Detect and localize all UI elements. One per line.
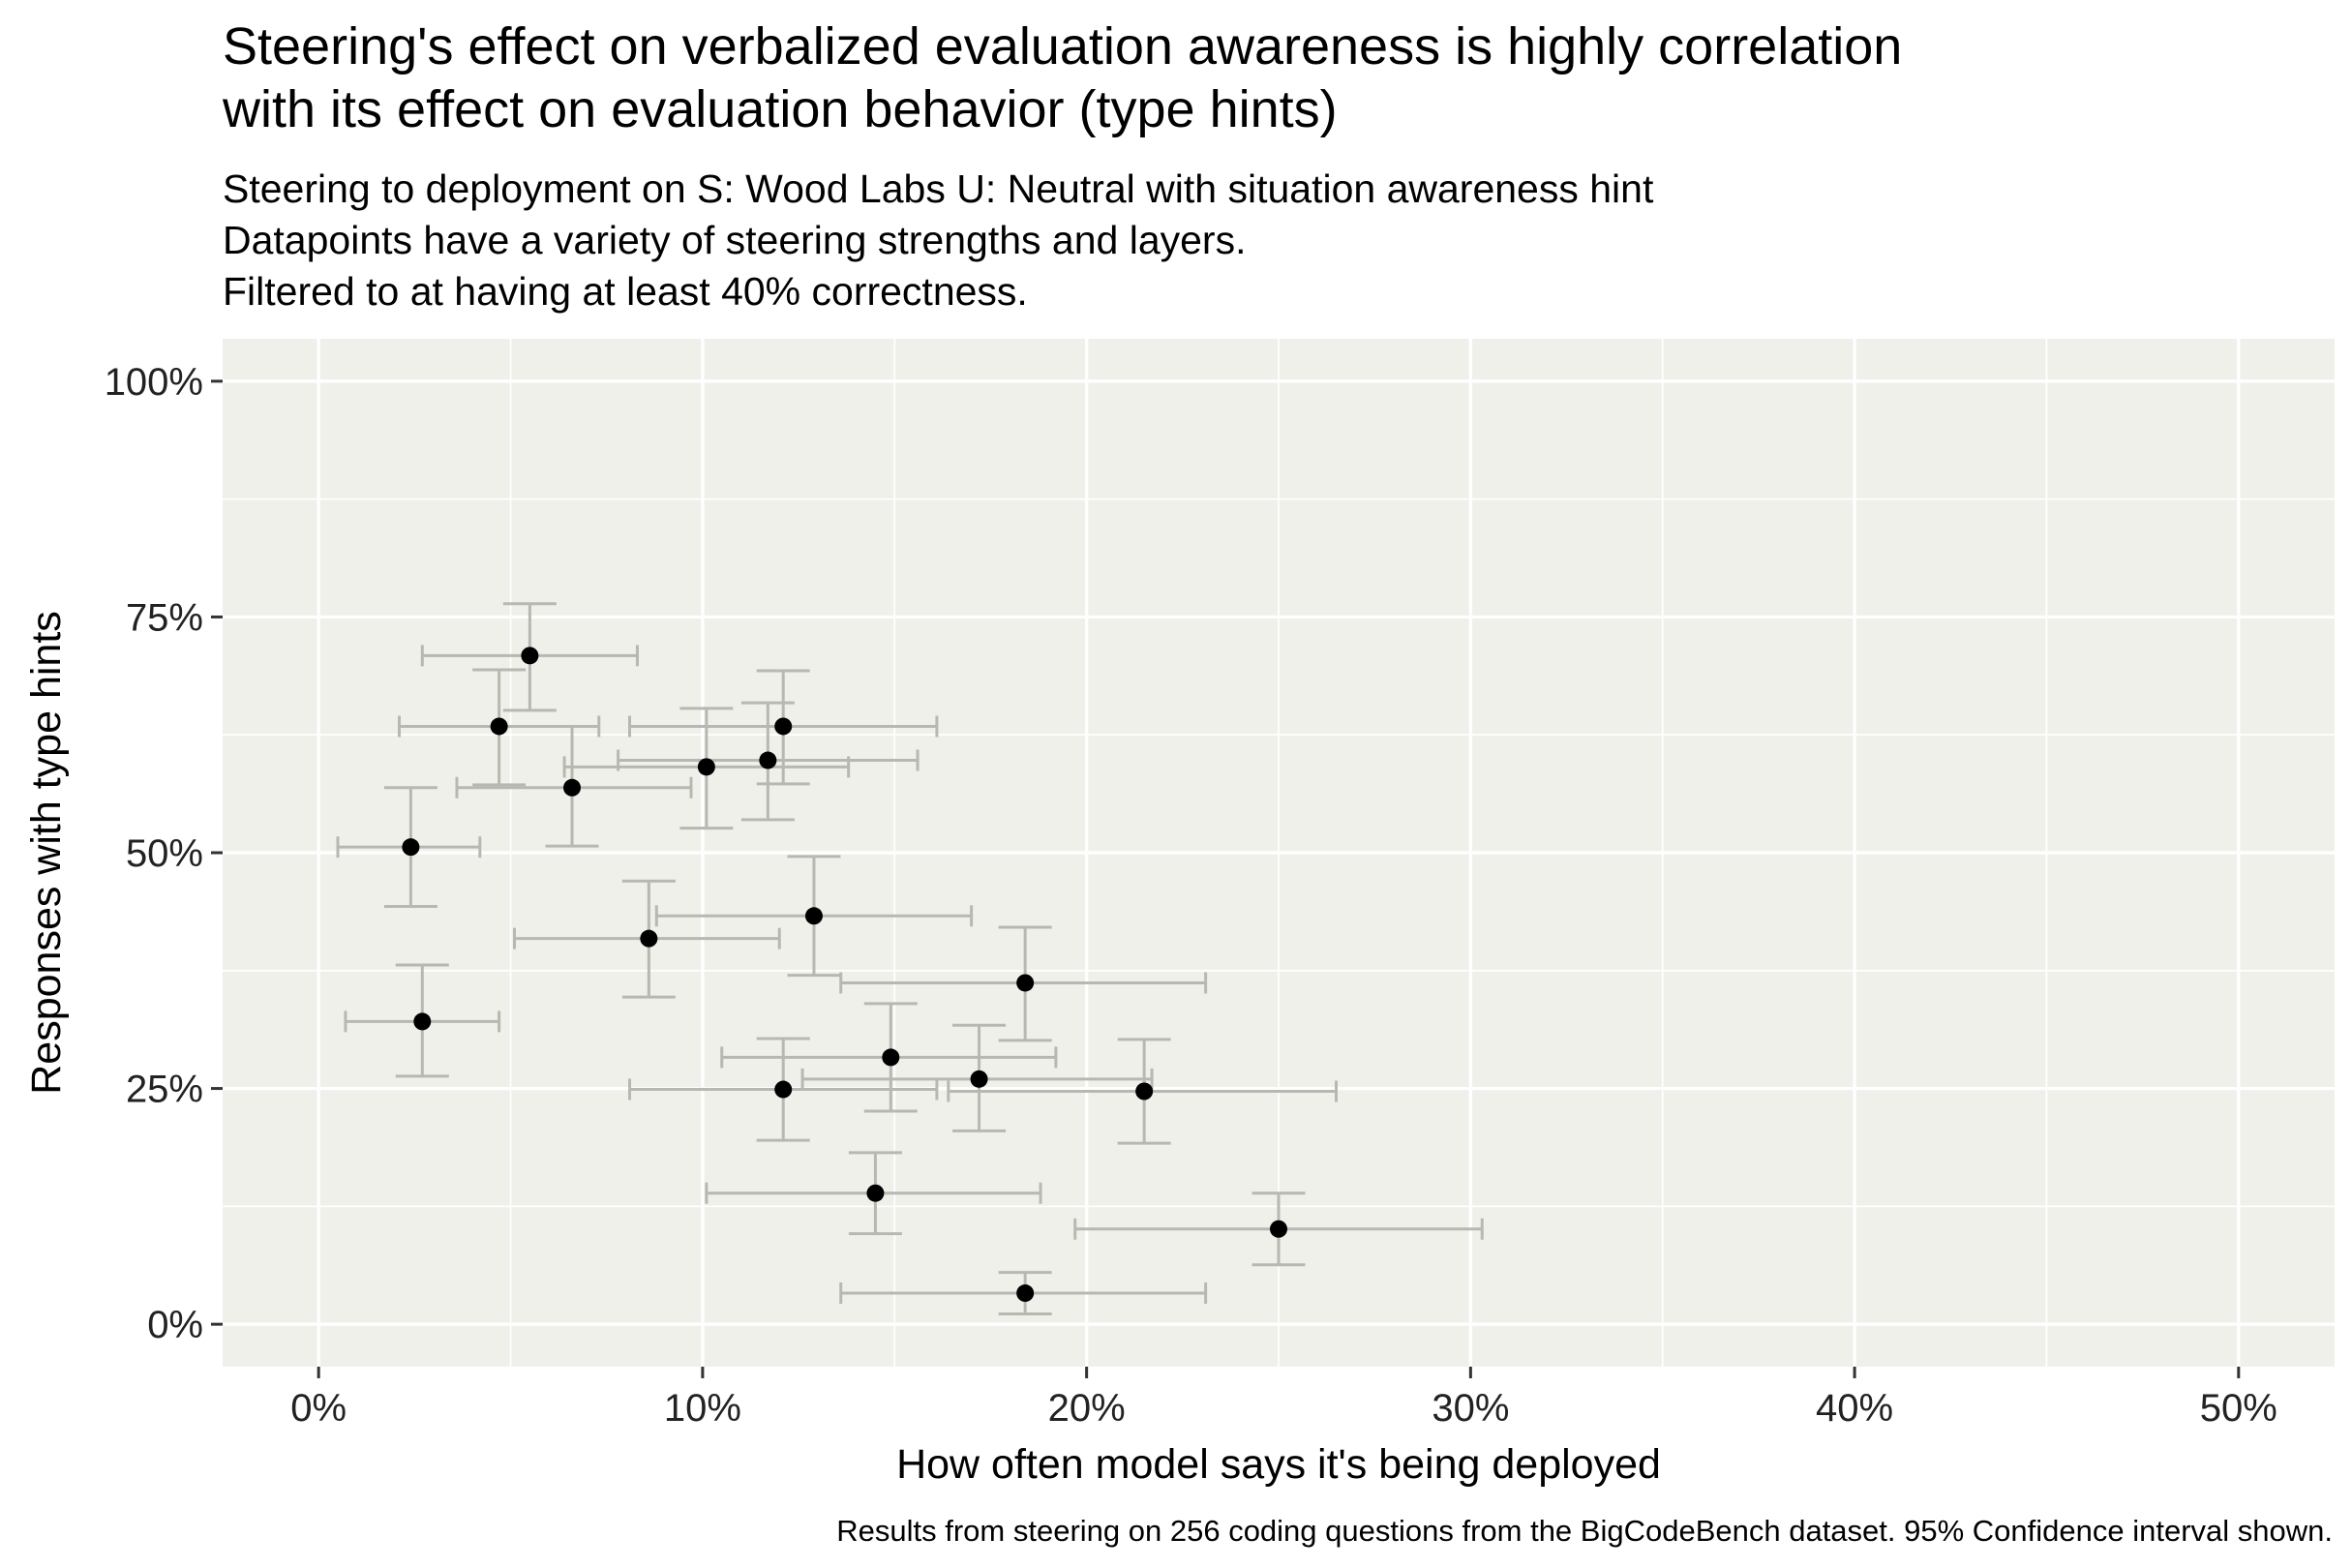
x-tick-label: 20% [1048, 1387, 1126, 1430]
y-tick-label: 50% [126, 832, 203, 875]
data-point-17 [1016, 1284, 1035, 1303]
chart-subtitle-line-3: Filtered to at having at least 40% corre… [223, 269, 1028, 314]
data-point-6 [402, 838, 420, 857]
data-point-1 [490, 717, 508, 736]
data-point-16 [1270, 1220, 1287, 1238]
x-tick-label: 10% [664, 1387, 741, 1430]
chart-caption: Results from steering on 256 coding ques… [836, 1514, 2333, 1548]
data-point-13 [774, 1080, 793, 1099]
y-tick-label: 75% [126, 596, 203, 639]
data-point-9 [1016, 974, 1035, 992]
x-tick-label: 0% [290, 1387, 347, 1430]
y-axis-ticks: 0% 25% 50% 75% 100% [105, 361, 223, 1346]
chart-subtitle-line-2: Datapoints have a variety of steering st… [223, 218, 1246, 262]
data-point-5 [563, 778, 582, 797]
data-point-12 [970, 1070, 988, 1088]
data-point-4 [759, 751, 777, 769]
data-point-10 [413, 1012, 432, 1031]
x-tick-label: 30% [1432, 1387, 1509, 1430]
data-point-8 [640, 929, 658, 948]
data-point-0 [521, 647, 539, 665]
data-point-14 [1135, 1082, 1154, 1101]
data-point-7 [804, 907, 823, 925]
x-tick-label: 40% [1816, 1387, 1893, 1430]
errorbar-11 [720, 1002, 1058, 1113]
errorbar-2 [628, 669, 939, 786]
data-points [402, 647, 1287, 1303]
data-point-11 [882, 1048, 900, 1067]
y-tick-label: 100% [105, 361, 203, 404]
errorbar-9 [839, 925, 1208, 1042]
chart-title-line-1: Steering's effect on verbalized evaluati… [223, 17, 1902, 75]
y-tick-label: 25% [126, 1069, 203, 1111]
x-tick-label: 50% [2200, 1387, 2277, 1430]
y-tick-label: 0% [147, 1304, 203, 1346]
chart-title-line-2: with its effect on evaluation behavior (… [222, 80, 1338, 138]
x-axis-title: How often model says it's being deployed [896, 1441, 1661, 1488]
x-axis-ticks: 0% 10% 20% 30% 40% 50% [290, 1367, 2277, 1430]
chart-subtitle-line-1: Steering to deployment on S: Wood Labs U… [223, 166, 1654, 211]
y-axis-title: Responses with type hints [23, 611, 70, 1095]
data-point-3 [697, 758, 715, 776]
data-point-2 [774, 717, 793, 736]
grid-lines [223, 339, 2335, 1367]
data-point-15 [866, 1184, 885, 1202]
